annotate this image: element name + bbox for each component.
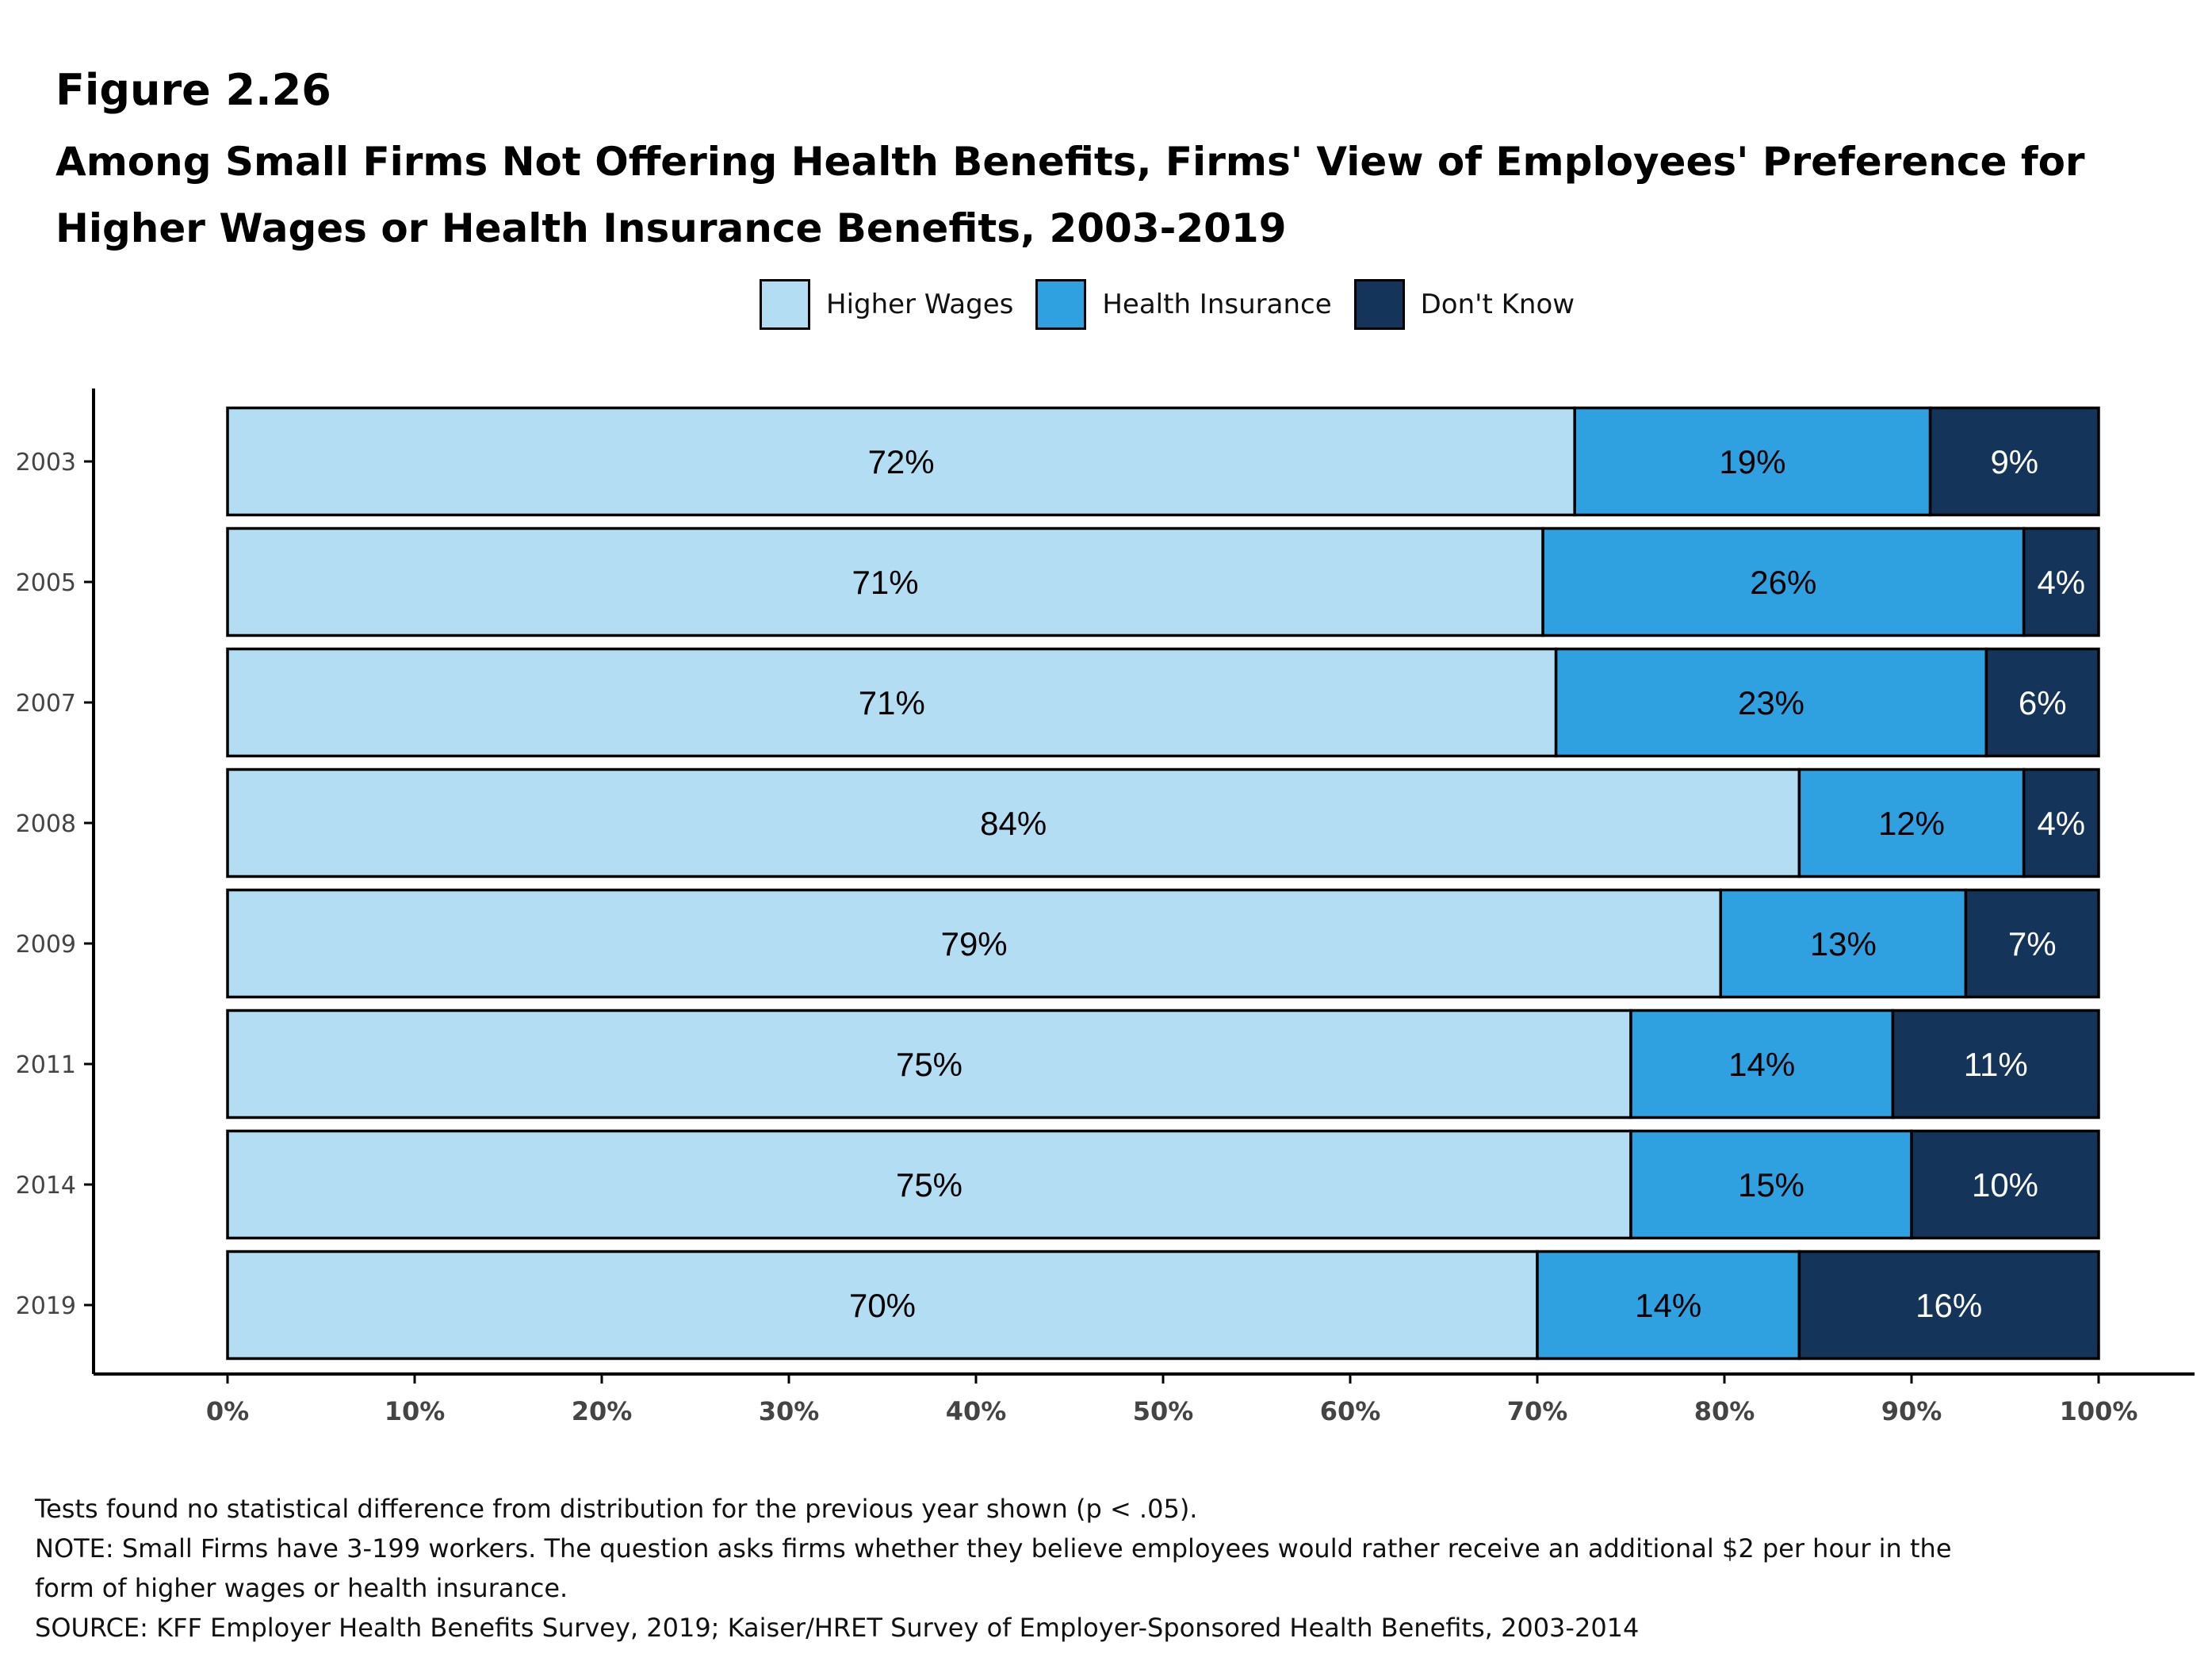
legend-item-higher-wages: Higher Wages <box>760 279 1013 330</box>
chart-title: Among Small Firms Not Offering Health Be… <box>55 128 2117 262</box>
legend-item-health-insurance: Health Insurance <box>1035 279 1332 330</box>
footnotes: Tests found no statistical difference fr… <box>35 1489 1952 1648</box>
x-tick-label: 0% <box>206 1396 249 1426</box>
legend-swatch-higher-wages <box>760 279 810 330</box>
stacked-bar-chart: 2003 72% 19% 9% 2005 71% 26% 4% 2007 71% 23% 6% 2008… <box>16 388 2195 1426</box>
bar-segment-2007-2 <box>1984 647 2100 758</box>
data-label-2008-0: 84% <box>980 805 1047 842</box>
bar-segment-2007-0 <box>226 647 1558 758</box>
bar-segment-2008-0 <box>226 767 1801 878</box>
figure-label: Figure 2.26 <box>55 65 331 115</box>
bar-segment-2011-0 <box>226 1009 1632 1120</box>
x-tick-label: 30% <box>759 1396 820 1426</box>
legend-swatch-dont-know <box>1353 279 1405 330</box>
y-tick-label-2019: 2019 <box>16 1292 76 1320</box>
bar-segment-2005-0 <box>226 526 1544 637</box>
data-label-2019-1: 14% <box>1635 1287 1701 1324</box>
data-label-2003-1: 19% <box>1719 443 1785 480</box>
bar-segment-2003-0 <box>226 406 1576 517</box>
data-label-2019-0: 70% <box>849 1287 916 1324</box>
bar-segment-2009-1 <box>1719 888 1968 999</box>
x-tick-label: 80% <box>1694 1396 1755 1426</box>
data-label-2007-0: 71% <box>859 684 925 722</box>
y-tick-label-2009: 2009 <box>16 931 76 959</box>
footnote-stat-test: Tests found no statistical difference fr… <box>35 1494 1198 1524</box>
x-tick-label: 60% <box>1320 1396 1381 1426</box>
data-label-2005-2: 4% <box>2037 564 2085 601</box>
data-label-2011-1: 14% <box>1728 1046 1795 1083</box>
x-tick-label: 90% <box>1881 1396 1942 1426</box>
x-tick-label: 10% <box>385 1396 446 1426</box>
chart-title-line-2: Higher Wages or Health Insurance Benefit… <box>55 205 1287 251</box>
bar-segment-2008-2 <box>2022 767 2100 878</box>
legend-swatch-health-insurance <box>1035 279 1087 330</box>
data-label-2014-1: 15% <box>1738 1166 1804 1204</box>
bar-segment-2014-2 <box>1910 1129 2100 1240</box>
legend-label-dont-know: Don't Know <box>1420 289 1575 320</box>
data-label-2003-0: 72% <box>868 443 935 480</box>
data-label-2009-0: 79% <box>941 925 1008 963</box>
y-tick-label-2008: 2008 <box>16 810 76 838</box>
data-label-2009-1: 13% <box>1810 925 1877 963</box>
y-tick-label-2007: 2007 <box>16 690 76 718</box>
y-tick-label-2014: 2014 <box>16 1172 76 1200</box>
data-label-2014-2: 10% <box>1972 1166 2038 1204</box>
data-label-2019-2: 16% <box>1915 1287 1982 1324</box>
data-label-2014-0: 75% <box>896 1166 962 1204</box>
bar-segment-2011-1 <box>1629 1009 1895 1120</box>
data-label-2009-2: 7% <box>2008 925 2057 963</box>
data-label-2003-2: 9% <box>1990 443 2038 480</box>
chart-title-line-1: Among Small Firms Not Offering Health Be… <box>55 139 2085 185</box>
footnote-note-line-1: NOTE: Small Firms have 3-199 workers. Th… <box>35 1533 1952 1564</box>
data-label-2008-2: 4% <box>2037 805 2085 842</box>
legend-label-health-insurance: Health Insurance <box>1102 289 1332 320</box>
data-label-2007-2: 6% <box>2019 684 2067 722</box>
footnote-note-line-2: form of higher wages or health insurance… <box>35 1573 568 1603</box>
bar-segment-2008-1 <box>1797 767 2026 878</box>
bar-segment-2009-2 <box>1964 888 2100 999</box>
x-tick-label: 40% <box>946 1396 1007 1426</box>
x-tick-label: 20% <box>572 1396 633 1426</box>
data-label-2007-1: 23% <box>1738 684 1804 722</box>
data-label-2008-1: 12% <box>1878 805 1945 842</box>
bar-segment-2005-1 <box>1541 526 2026 637</box>
x-tick-label: 100% <box>2060 1396 2138 1426</box>
data-label-2005-0: 71% <box>852 564 919 601</box>
legend-label-higher-wages: Higher Wages <box>826 289 1014 320</box>
data-label-2005-1: 26% <box>1750 564 1816 601</box>
bar-segment-2003-1 <box>1573 406 1932 517</box>
data-label-2011-2: 11% <box>1964 1046 2028 1083</box>
bar-segment-2019-2 <box>1797 1250 2100 1361</box>
bar-segment-2014-0 <box>226 1129 1632 1240</box>
y-tick-label-2003: 2003 <box>16 449 76 477</box>
x-tick-label: 70% <box>1507 1396 1568 1426</box>
y-tick-label-2011: 2011 <box>16 1051 76 1079</box>
data-label-2011-0: 75% <box>896 1046 962 1083</box>
footnote-source: SOURCE: KFF Employer Health Benefits Sur… <box>35 1613 1640 1643</box>
bar-segment-2003-2 <box>1928 406 2100 517</box>
bar-segment-2005-2 <box>2022 526 2100 637</box>
x-tick-label: 50% <box>1133 1396 1194 1426</box>
chart-legend: Higher Wages Health Insurance Don't Know <box>760 278 1597 331</box>
bar-segment-2011-2 <box>1891 1009 2100 1120</box>
legend-item-dont-know: Don't Know <box>1353 279 1575 330</box>
y-tick-label-2005: 2005 <box>16 569 76 597</box>
bar-segment-2009-0 <box>226 888 1723 999</box>
